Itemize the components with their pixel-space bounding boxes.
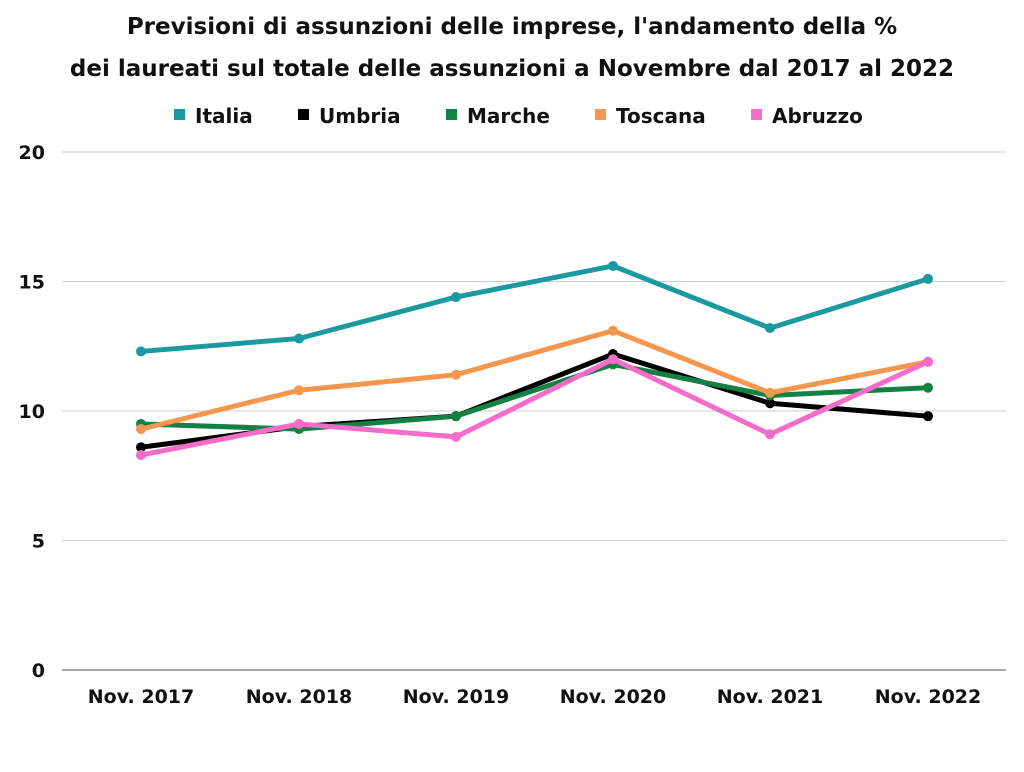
data-point bbox=[294, 333, 304, 344]
x-tick-label: Nov. 2018 bbox=[246, 686, 353, 708]
legend-swatch bbox=[595, 109, 606, 120]
data-point bbox=[923, 356, 933, 367]
data-point bbox=[765, 387, 775, 398]
legend-swatch bbox=[298, 109, 309, 120]
series-line bbox=[138, 328, 931, 432]
data-point bbox=[923, 382, 933, 393]
x-tick-label: Nov. 2021 bbox=[717, 686, 824, 708]
y-tick-label: 10 bbox=[19, 401, 45, 423]
series-line bbox=[138, 263, 931, 354]
y-tick-label: 5 bbox=[32, 531, 45, 553]
legend-swatch bbox=[751, 109, 762, 120]
legend-item-abruzzo: Abruzzo bbox=[751, 104, 863, 128]
y-tick-label: 15 bbox=[19, 272, 45, 294]
x-tick-label: Nov. 2022 bbox=[875, 686, 982, 708]
data-point bbox=[608, 354, 618, 365]
x-tick-label: Nov. 2019 bbox=[403, 686, 510, 708]
data-point bbox=[294, 385, 304, 396]
data-point bbox=[451, 431, 461, 442]
legend-item-italia: Italia bbox=[174, 104, 253, 128]
data-point bbox=[451, 369, 461, 380]
x-axis: Nov. 2017 Nov. 2018 Nov. 2019 Nov. 2020 Nov.… bbox=[88, 686, 982, 708]
data-point bbox=[451, 411, 461, 422]
data-point bbox=[923, 411, 933, 422]
data-point bbox=[923, 273, 933, 284]
series-layer bbox=[136, 260, 933, 461]
chart-title-line-2: dei laureati sul totale delle assunzioni… bbox=[70, 56, 954, 82]
data-point bbox=[608, 260, 618, 271]
y-axis: 0 5 10 15 20 bbox=[19, 142, 45, 682]
data-point bbox=[451, 292, 461, 303]
data-point bbox=[136, 442, 146, 453]
legend-item-marche: Marche bbox=[446, 104, 550, 128]
data-point bbox=[136, 346, 146, 357]
data-point bbox=[765, 398, 775, 409]
y-tick-label: 0 bbox=[32, 660, 45, 682]
legend: Italia Umbria Marche Toscana Abruzzo bbox=[174, 104, 863, 128]
legend-label: Umbria bbox=[319, 104, 401, 128]
data-point bbox=[765, 429, 775, 440]
data-point bbox=[608, 325, 618, 336]
x-tick-label: Nov. 2020 bbox=[560, 686, 667, 708]
y-tick-label: 20 bbox=[19, 142, 45, 164]
series-abruzzo bbox=[136, 354, 933, 461]
x-tick-label: Nov. 2017 bbox=[88, 686, 195, 708]
legend-label: Toscana bbox=[616, 104, 706, 128]
legend-swatch bbox=[446, 109, 457, 120]
chart-title-line-1: Previsioni di assunzioni delle imprese, … bbox=[127, 14, 897, 40]
data-point bbox=[294, 418, 304, 429]
legend-label: Abruzzo bbox=[772, 104, 863, 128]
legend-label: Marche bbox=[467, 104, 550, 128]
series-italia bbox=[136, 260, 933, 357]
series-line bbox=[138, 356, 931, 458]
legend-item-umbria: Umbria bbox=[298, 104, 401, 128]
data-point bbox=[765, 323, 775, 334]
legend-item-toscana: Toscana bbox=[595, 104, 706, 128]
legend-swatch bbox=[174, 109, 185, 120]
legend-label: Italia bbox=[195, 104, 253, 128]
data-point bbox=[136, 450, 146, 461]
data-point bbox=[136, 424, 146, 435]
